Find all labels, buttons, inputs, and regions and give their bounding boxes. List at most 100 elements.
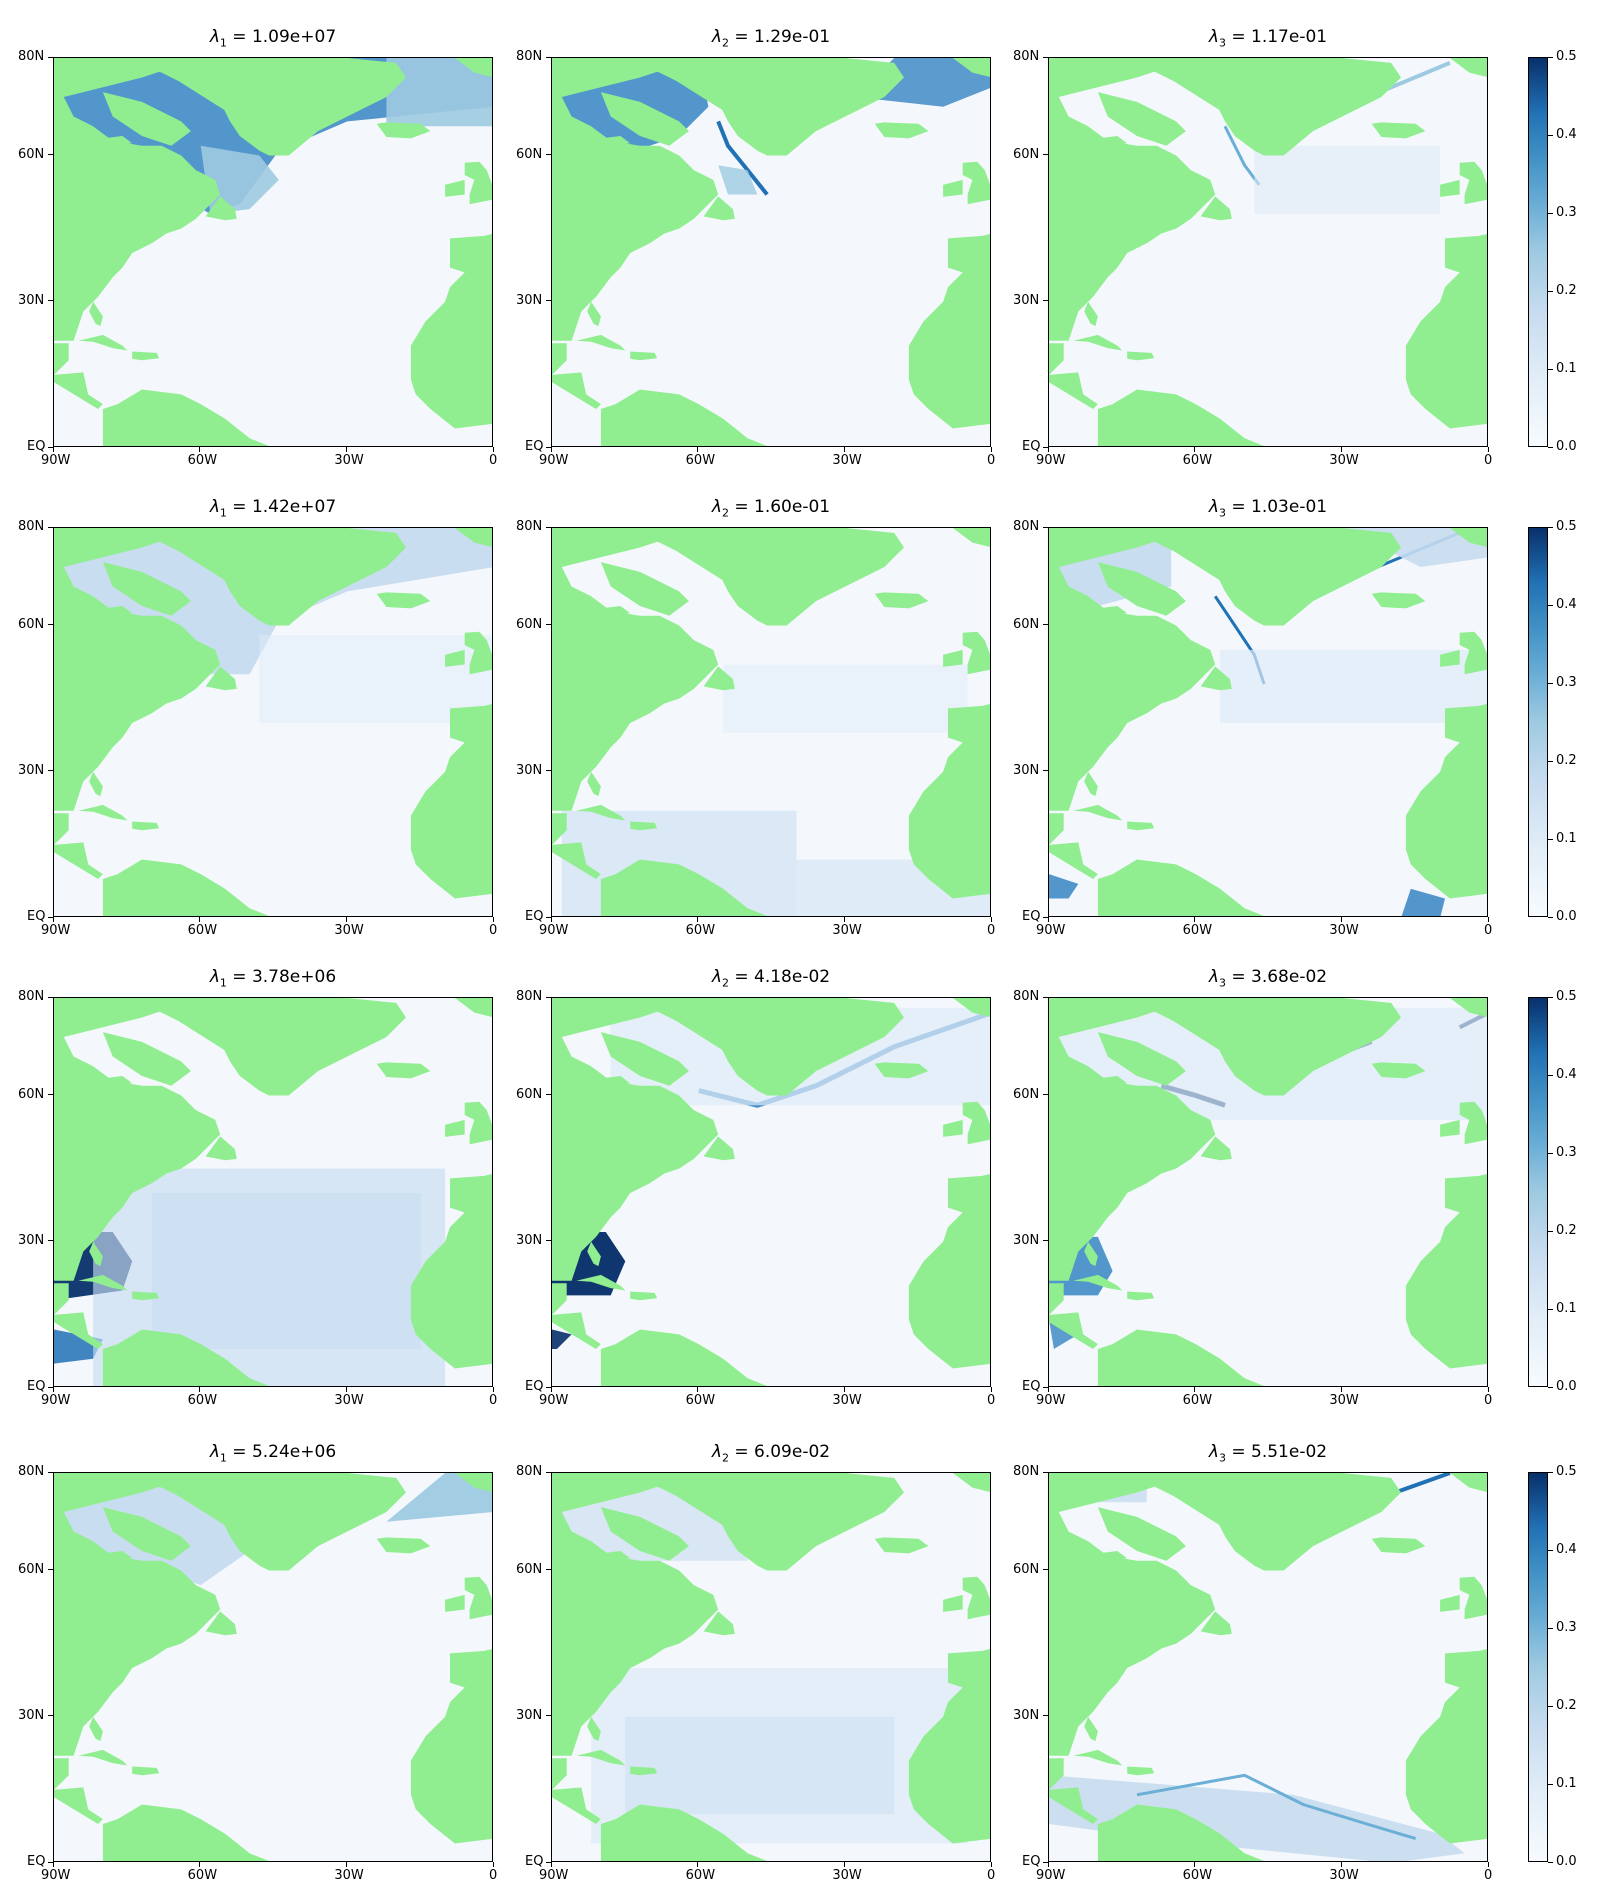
colorbar-tick-label: 0.4 <box>1556 1542 1577 1557</box>
land-southAmerica <box>600 1329 767 1386</box>
colorbar-tick-label: 0.5 <box>1556 1464 1577 1479</box>
land-cuba <box>78 1749 128 1766</box>
land-hispaniola <box>1127 1291 1155 1301</box>
land-yucatan <box>54 1283 69 1315</box>
land-britain <box>962 631 990 675</box>
land-greenland2 <box>1156 1473 1401 1571</box>
land-greenland2 <box>659 1473 904 1571</box>
gyre-field <box>625 1716 895 1815</box>
land-newfoundland <box>703 666 735 691</box>
land-greenland2 <box>1156 528 1401 626</box>
panel-title: λ1 = 1.09e+07 <box>53 27 493 49</box>
land-southAmerica <box>600 859 767 916</box>
lambda-index: 3 <box>1218 976 1226 990</box>
land-northAmerica <box>54 58 221 341</box>
y-tick-label: EQ <box>27 1854 46 1869</box>
lambda-symbol: λ <box>1208 967 1219 987</box>
y-tick-label: 30N <box>18 1232 45 1248</box>
x-tick-label: 60W <box>685 923 716 938</box>
x-tick-label: 30W <box>334 1868 364 1883</box>
land-africa <box>1405 1212 1487 1369</box>
y-tick-mark <box>48 916 53 918</box>
y-tick-label: 30N <box>1013 1232 1040 1248</box>
land-florida <box>587 301 601 327</box>
land-europe <box>948 1173 990 1213</box>
y-tick-mark <box>1043 1240 1048 1242</box>
y-tick-label: 60N <box>18 1086 45 1102</box>
x-tick-label: 90W <box>539 1868 569 1883</box>
x-tick-mark <box>52 447 54 452</box>
caribbean-field <box>552 1329 572 1349</box>
land-svalbard <box>952 1473 990 1493</box>
land-britain <box>962 1101 990 1145</box>
land-baffin <box>1097 1032 1186 1086</box>
x-tick-mark <box>1487 447 1489 452</box>
y-tick-mark <box>48 1386 53 1388</box>
land-europe <box>1445 703 1487 743</box>
x-tick-label: 60W <box>187 1393 218 1408</box>
y-tick-mark <box>48 1471 53 1473</box>
x-tick-mark <box>843 917 845 922</box>
land-cuba <box>78 334 128 351</box>
colorbar-tick-mark <box>1548 604 1553 606</box>
land-southAmerica <box>102 389 269 446</box>
land-yucatan <box>1049 1758 1064 1790</box>
lambda-symbol: λ <box>209 1442 220 1462</box>
land-ireland <box>943 179 963 197</box>
land-southAmerica <box>102 1329 269 1386</box>
x-tick-label: 30W <box>832 1393 862 1408</box>
y-tick-label: 30N <box>1013 762 1040 778</box>
gyre-field <box>151 1193 421 1349</box>
x-tick-mark <box>1340 1862 1342 1867</box>
land-hispaniola <box>132 1766 160 1776</box>
colorbar-tick-label: 0.4 <box>1556 597 1577 612</box>
x-tick-label: 90W <box>539 453 569 468</box>
colorbar-tick-mark <box>1548 682 1553 684</box>
y-tick-label: EQ <box>1022 1379 1041 1394</box>
x-tick-mark <box>1340 447 1342 452</box>
colorbar-tick-label: 0.0 <box>1556 439 1577 454</box>
land-northAmerica <box>1049 528 1216 811</box>
colorbar-tick-label: 0.5 <box>1556 49 1577 64</box>
y-tick-label: 60N <box>1013 1086 1040 1102</box>
land-florida <box>1084 301 1098 327</box>
map-svg <box>1049 58 1487 446</box>
land-cuba <box>576 1274 626 1291</box>
y-tick-label: 60N <box>516 616 543 632</box>
land-svalbard <box>952 528 990 548</box>
x-tick-mark <box>697 1387 699 1392</box>
lambda-index: 3 <box>1218 1451 1226 1465</box>
map-area <box>53 997 493 1387</box>
land-yucatan <box>54 343 69 375</box>
eigenvalue-label: = 1.60e-01 <box>728 497 831 517</box>
land-ireland <box>943 1119 963 1137</box>
land-iceland <box>874 1062 929 1079</box>
x-tick-label: 90W <box>1036 453 1066 468</box>
map-area <box>1048 527 1488 917</box>
x-tick-mark <box>843 447 845 452</box>
land-britain <box>1459 1101 1487 1145</box>
x-tick-mark <box>990 1387 992 1392</box>
land-iceland <box>1371 122 1426 139</box>
land-svalbard <box>454 998 492 1018</box>
colorbar-tick-mark <box>1548 760 1553 762</box>
land-iceland <box>376 122 431 139</box>
x-tick-mark <box>843 1387 845 1392</box>
land-florida <box>587 1241 601 1267</box>
land-hispaniola <box>630 1291 658 1301</box>
map-svg <box>552 998 990 1386</box>
y-tick-label: 80N <box>18 49 45 64</box>
colorbar-tick-mark <box>1548 1783 1553 1785</box>
land-greenland2 <box>161 58 406 156</box>
land-ireland <box>1440 1119 1460 1137</box>
y-tick-label: 60N <box>1013 616 1040 632</box>
lambda-symbol: λ <box>1208 497 1219 517</box>
panel-title: λ3 = 1.03e-01 <box>1048 497 1488 519</box>
land-iceland <box>874 1537 929 1554</box>
y-tick-mark <box>1043 526 1048 528</box>
map-svg <box>54 998 492 1386</box>
land-hudsonIsl <box>93 1076 133 1086</box>
y-tick-mark <box>1043 154 1048 155</box>
x-tick-mark <box>1340 917 1342 922</box>
land-florida <box>1084 771 1098 797</box>
